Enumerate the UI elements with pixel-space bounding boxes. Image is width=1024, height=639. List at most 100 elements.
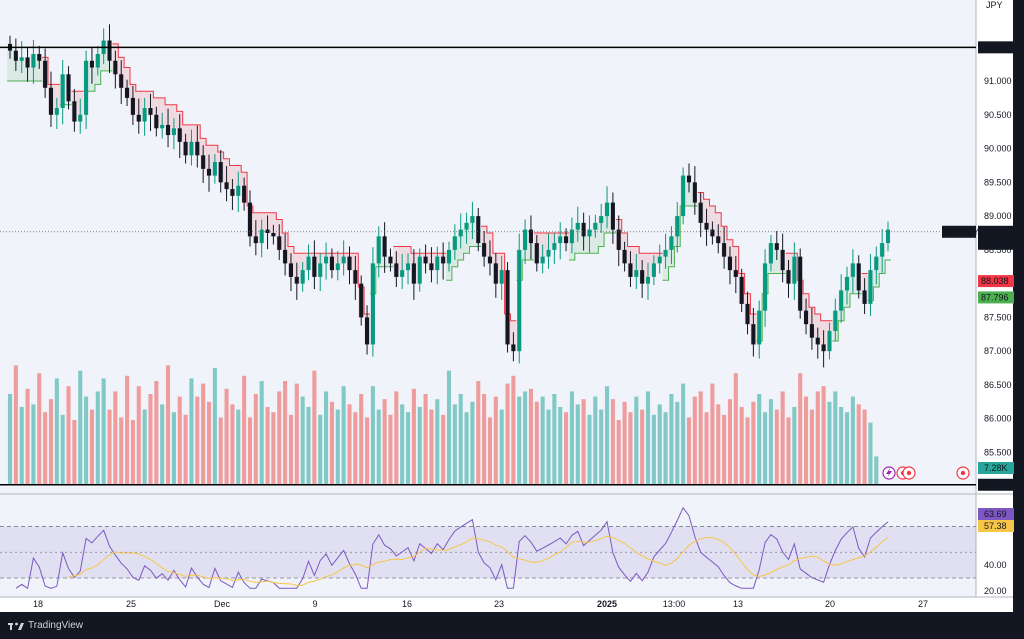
volume-bar [540, 396, 545, 485]
supertrend-fill [709, 205, 716, 237]
volume-bar [710, 383, 715, 485]
volume-bar [622, 401, 627, 485]
candle-body [575, 222, 580, 230]
supertrend-fill [299, 253, 306, 271]
candle-body [359, 283, 364, 318]
candle-body [341, 256, 346, 264]
volume-bar [722, 414, 727, 485]
volume-bar [72, 420, 77, 485]
volume-bar [604, 386, 610, 485]
candle-body [675, 216, 680, 237]
volume-bar [177, 396, 182, 485]
volume-bar [370, 386, 375, 485]
volume-bar [294, 383, 299, 485]
volume-bar [792, 407, 797, 485]
volume-bar [733, 373, 738, 485]
volume-bar [698, 391, 703, 485]
volume-bar [645, 391, 651, 485]
candle-body [253, 236, 258, 244]
volume-bar [446, 370, 452, 485]
x-tick-label: 16 [402, 599, 412, 609]
candle-body [827, 330, 832, 352]
rsi-signal-label: 57.38 [984, 521, 1007, 531]
candle-body [558, 236, 563, 244]
candle-body [745, 303, 750, 325]
candle-body [587, 229, 592, 237]
volume-bar [300, 396, 305, 485]
candle-body [271, 232, 276, 237]
y-tick-label: 91.000 [984, 76, 1012, 86]
candle-body [119, 74, 124, 88]
candle-body [622, 249, 627, 264]
tradingview-logo-icon [8, 622, 24, 630]
volume-bar [265, 407, 270, 485]
volume-bar [165, 365, 171, 485]
volume-bar [441, 414, 446, 485]
candle-body [347, 256, 352, 271]
candle-body [66, 74, 71, 102]
volume-bar [470, 401, 475, 485]
candle-body [698, 202, 703, 223]
candle-body [95, 54, 100, 68]
y-tick-label: 87.500 [984, 312, 1012, 322]
volume-bar [657, 404, 662, 485]
candle-body [31, 54, 36, 68]
brand-label: TradingView [28, 620, 84, 631]
candle-body [201, 155, 206, 169]
volume-bar [324, 391, 329, 485]
candle-body [704, 222, 709, 230]
volume-bar [833, 391, 838, 485]
candle-body [165, 124, 171, 136]
candle-body [804, 310, 809, 325]
candle-body [774, 243, 779, 250]
supertrend-fill [270, 212, 277, 237]
volume-bar [25, 388, 30, 485]
line-price-badge [978, 41, 1014, 54]
volume-bar [429, 409, 434, 485]
candle-body [733, 270, 738, 277]
candle-body [464, 222, 469, 230]
volume-bar [89, 409, 94, 485]
candle-body [686, 175, 692, 183]
countdown-label: 54:05 [984, 238, 1007, 248]
y-tick-label: 87.000 [984, 346, 1012, 356]
candle-body [183, 141, 188, 156]
candle-body [833, 310, 838, 331]
volume-bar [763, 412, 768, 485]
volume-bar [189, 378, 194, 485]
volume-bar [95, 391, 100, 485]
rsi-line [15, 506, 889, 590]
candle-body [78, 114, 83, 122]
candle-body [523, 229, 528, 250]
volume-bar [125, 375, 130, 485]
candle-body [868, 270, 873, 304]
candle-body [365, 317, 370, 345]
candle-body [376, 236, 381, 264]
candle-body [798, 256, 803, 311]
volume-bar [259, 381, 264, 485]
volume-bar [751, 401, 756, 485]
candle-body [318, 263, 323, 277]
candle-body [148, 108, 153, 115]
y-tick-label: 89.000 [984, 211, 1012, 221]
candle-body [528, 229, 533, 244]
volume-bar [651, 414, 656, 485]
volume-bar [353, 412, 358, 485]
supertrend-lower-label: 87.796 [981, 292, 1009, 302]
volume-bar [458, 394, 463, 485]
volume-bar [394, 391, 399, 485]
volume-bar [564, 412, 569, 485]
candle-body [335, 263, 340, 271]
candle-body [206, 168, 212, 176]
y-tick-label: 86.500 [984, 380, 1012, 390]
candle-body [429, 263, 434, 271]
candle-body [417, 256, 422, 284]
candle-body [224, 182, 229, 190]
candle-body [212, 162, 217, 176]
volume-bar [7, 394, 13, 485]
candle-body [768, 243, 773, 264]
economic-event-dot-icon [906, 470, 912, 476]
volume-bar [686, 417, 692, 485]
